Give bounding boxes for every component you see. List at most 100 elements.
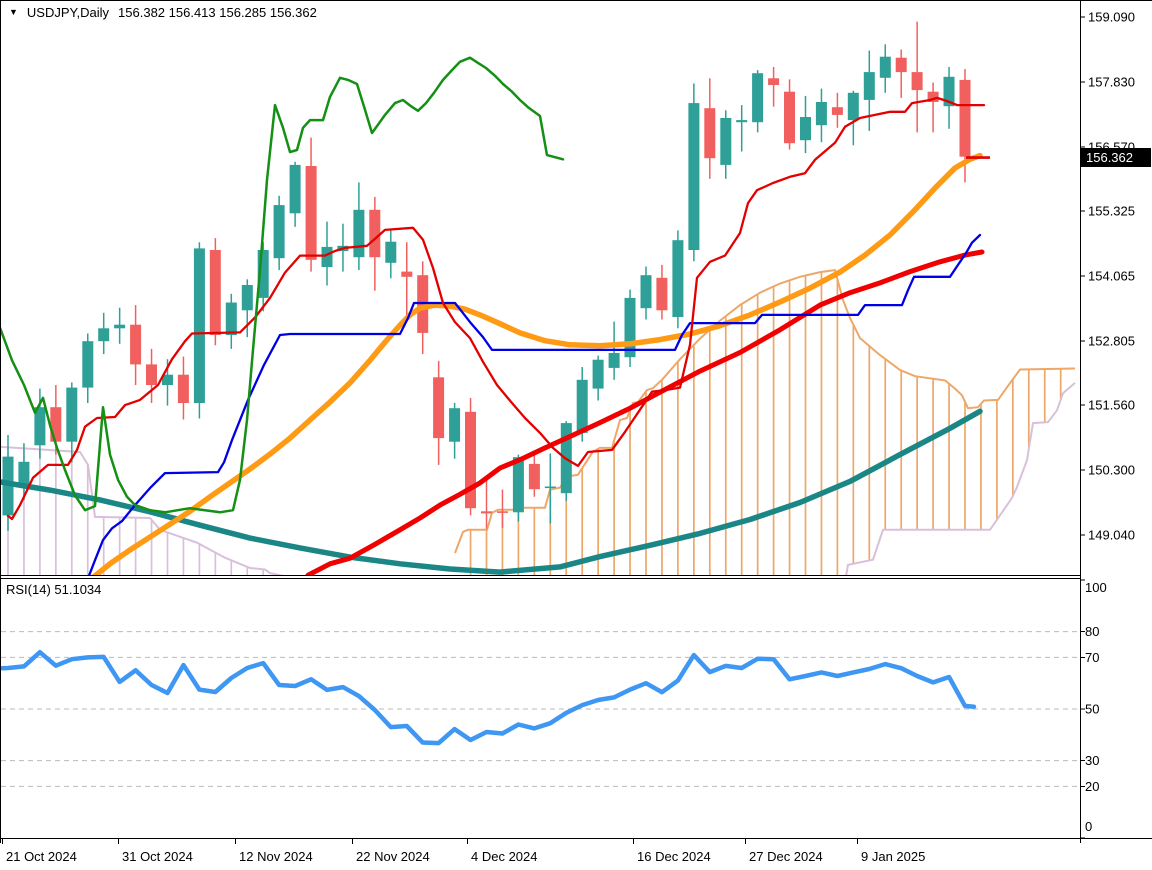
candle (34, 388, 46, 459)
candle (177, 356, 189, 420)
candle-body (82, 341, 94, 388)
candle (815, 88, 827, 143)
candle (193, 242, 205, 419)
candle-body (146, 364, 157, 385)
date-tick-label: 31 Oct 2024 (122, 849, 193, 864)
candle (98, 312, 110, 355)
candle (879, 44, 891, 93)
candle (943, 67, 955, 129)
candle-body (831, 107, 843, 115)
candle-body (959, 79, 971, 157)
candle (752, 70, 764, 133)
candle-body (465, 411, 476, 509)
current-price-badge-label: 156.362 (1086, 150, 1133, 165)
candle (385, 228, 397, 279)
candle-body (752, 73, 764, 123)
candle-body (512, 457, 524, 513)
candle-body (895, 57, 907, 73)
ma-orange-line (91, 152, 983, 575)
candle-body (672, 240, 684, 317)
price-tick-label: 149.040 (1088, 528, 1135, 543)
ma-teal-line (1, 408, 983, 575)
candle-body (736, 120, 748, 123)
candle-body (640, 275, 652, 309)
candle (704, 78, 716, 179)
candle-body (225, 302, 237, 335)
rsi-indicator-label: RSI(14) 51.1034 (6, 582, 102, 597)
candle (401, 242, 413, 320)
candle (831, 92, 843, 128)
candle-body (257, 250, 269, 298)
rsi-line (1, 649, 977, 746)
candle (130, 305, 142, 385)
candle-body (800, 117, 811, 141)
candle-body (433, 377, 445, 439)
candle-body (369, 209, 381, 258)
candle-body (863, 72, 875, 100)
down-triangle-icon[interactable]: ▼ (9, 7, 18, 17)
candle (927, 82, 939, 133)
candle (209, 238, 221, 346)
candle-body (193, 248, 205, 403)
senkou-span-a-line (454, 268, 1076, 554)
candle (289, 161, 301, 227)
candle (481, 476, 492, 529)
candle-body (768, 78, 780, 85)
candle (800, 95, 811, 154)
candle (449, 403, 461, 459)
candle (305, 137, 317, 272)
price-tick-label: 157.830 (1088, 74, 1135, 89)
candle-body (273, 205, 285, 259)
candle-body (305, 166, 317, 260)
tenkan-sen-line (6, 96, 986, 521)
candle (911, 21, 923, 133)
date-tick-label: 21 Oct 2024 (6, 849, 77, 864)
kijun-sen-line (88, 233, 982, 575)
candle (18, 443, 30, 500)
candle (465, 397, 476, 516)
rsi-tick-label: 70 (1085, 650, 1099, 665)
candle-body (18, 461, 30, 486)
candle (656, 264, 668, 320)
candle (640, 266, 652, 320)
candle (353, 182, 365, 271)
candle (66, 382, 78, 463)
candle-body (98, 328, 110, 342)
candle (624, 289, 636, 367)
date-tick-label: 22 Nov 2024 (356, 849, 430, 864)
candle-body (624, 297, 636, 358)
candle-body (289, 164, 301, 214)
candle-body (34, 407, 46, 446)
candle (257, 242, 269, 312)
candle-body (608, 353, 620, 368)
candle-body (592, 359, 604, 389)
candle-body (847, 92, 859, 121)
candle-body (481, 511, 492, 514)
candle (512, 454, 524, 522)
candle (592, 355, 604, 401)
candle-body (815, 102, 827, 126)
candle-body (496, 511, 508, 513)
candle-body (385, 241, 397, 263)
rsi-tick-label: 30 (1085, 753, 1099, 768)
candle-body (943, 76, 955, 107)
candle (369, 196, 381, 291)
candle-body (209, 250, 221, 335)
candle (496, 489, 508, 528)
candle (720, 110, 732, 179)
rsi-tick-label: 100 (1085, 580, 1107, 595)
candle (114, 307, 126, 344)
candle-body (241, 285, 253, 311)
date-tick-label: 27 Dec 2024 (749, 849, 823, 864)
candle (895, 49, 907, 98)
candle-body (544, 486, 556, 489)
candle-body (576, 379, 588, 433)
main-price-panel (1, 21, 1076, 575)
candle (544, 453, 556, 524)
senkou-span-b-line (1, 445, 284, 575)
chart-title: ▼ USDJPY,Daily 156.382 156.413 156.285 1… (9, 5, 317, 20)
candle-body (911, 72, 923, 91)
candle-body (66, 387, 78, 442)
date-tick-label: 9 Jan 2025 (861, 849, 925, 864)
